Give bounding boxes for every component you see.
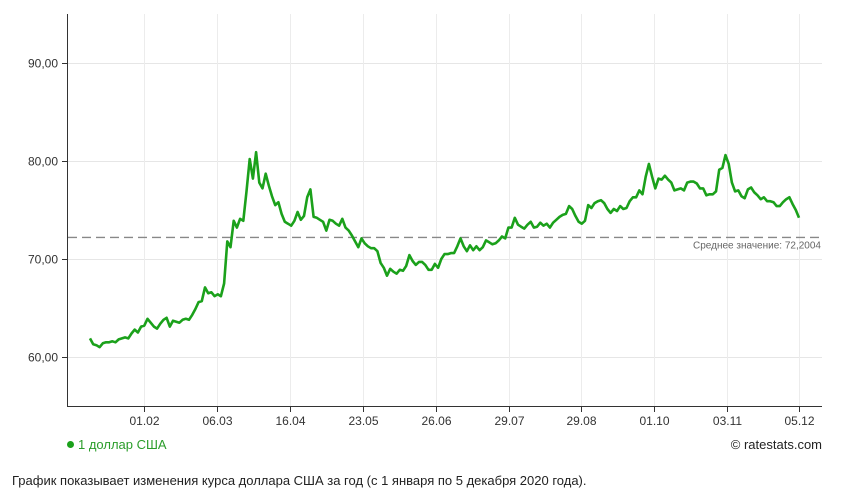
average-label: Среднее значение: 72,2004 <box>693 240 821 251</box>
y-tick-labels: 60,00 70,00 80,00 90,00 <box>28 57 67 365</box>
x-tick-label: 16.04 <box>275 414 305 428</box>
chart-caption: График показывает изменения курса доллар… <box>12 473 587 488</box>
x-tick-labels: 01.02 06.03 16.04 23.05 26.06 29.07 29.08 01.10… <box>129 406 815 428</box>
x-tick-label: 23.05 <box>348 414 378 428</box>
x-tick-label: 29.07 <box>494 414 524 428</box>
y-tick-label: 60,00 <box>28 351 58 365</box>
y-tick-label: 70,00 <box>28 253 58 267</box>
grid-lines <box>68 14 822 406</box>
legend-marker-icon <box>67 441 74 449</box>
x-tick-label: 01.10 <box>639 414 669 428</box>
x-tick-label: 03.11 <box>713 414 742 428</box>
y-tick-label: 80,00 <box>28 155 58 169</box>
y-tick-label: 90,00 <box>28 57 58 71</box>
x-tick-label: 29.08 <box>566 414 596 428</box>
legend-label: 1 доллар США <box>78 437 167 452</box>
copyright: © ratestats.com <box>730 437 822 452</box>
usd-rate-chart: 60,00 70,00 80,00 90,00 01.02 06.03 16.04 23.0… <box>28 14 822 428</box>
usd-series-line[interactable] <box>88 150 801 349</box>
x-tick-label: 06.03 <box>202 414 232 428</box>
legend[interactable]: 1 доллар США <box>67 437 167 452</box>
x-tick-label: 26.06 <box>421 414 451 428</box>
x-tick-label: 05.12 <box>784 414 814 428</box>
x-tick-label: 01.02 <box>129 414 159 428</box>
axes <box>67 14 822 407</box>
